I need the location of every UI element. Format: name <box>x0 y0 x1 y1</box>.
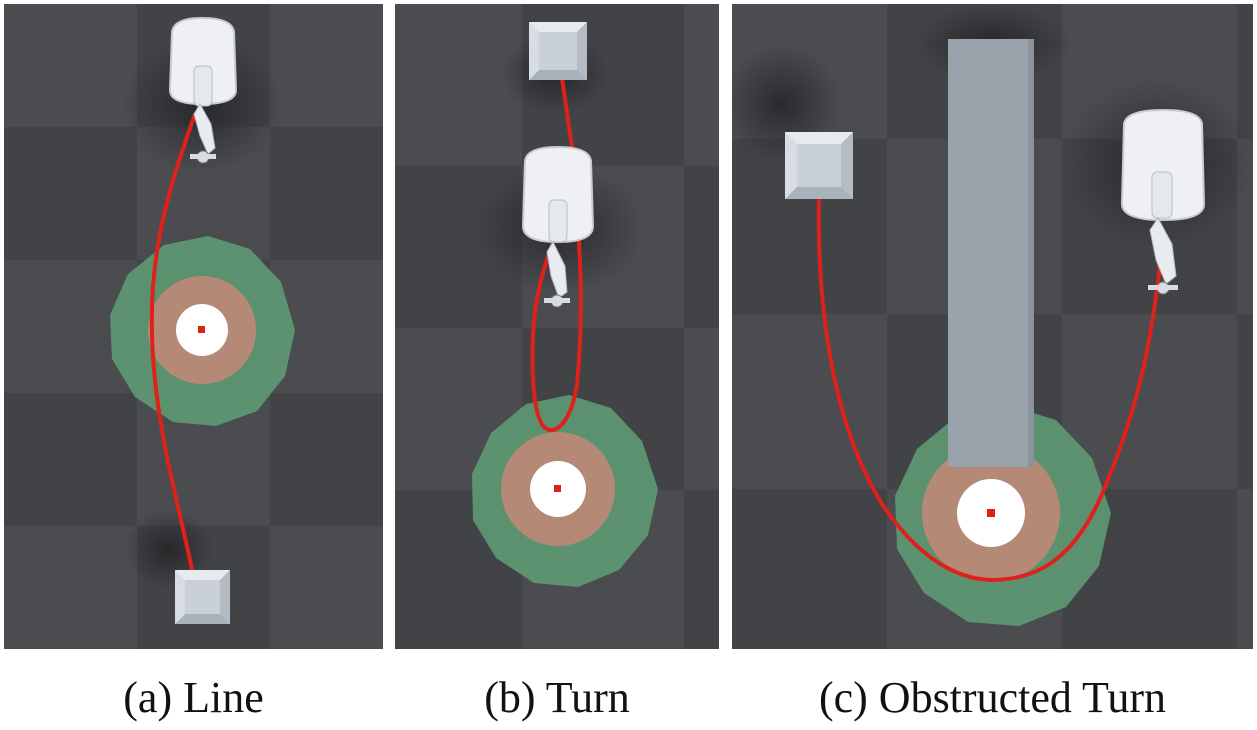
box <box>175 570 230 624</box>
box <box>785 132 853 199</box>
panel-obstructed-turn <box>732 4 1253 649</box>
box <box>529 22 587 80</box>
panel-turn <box>395 4 719 649</box>
target-dot <box>198 326 205 333</box>
caption-obstructed-turn: (c) Obstructed Turn <box>818 673 1167 722</box>
caption-turn: (b) Turn <box>484 673 630 722</box>
goal-zone <box>472 395 658 587</box>
target-dot <box>987 509 995 517</box>
scene-turn <box>395 4 719 649</box>
robot-arm <box>521 145 595 308</box>
trajectory <box>530 77 583 433</box>
panel-line <box>4 4 383 649</box>
target-dot <box>554 485 561 492</box>
caption-line: (a) Line <box>123 673 264 722</box>
robot-arm <box>1120 108 1206 295</box>
wall-obstacle <box>948 39 1034 467</box>
trajectory <box>149 113 197 580</box>
scene-line <box>4 4 383 649</box>
robot-arm <box>168 16 238 164</box>
trajectory <box>816 198 1164 583</box>
scene-obstructed-turn <box>732 4 1253 649</box>
